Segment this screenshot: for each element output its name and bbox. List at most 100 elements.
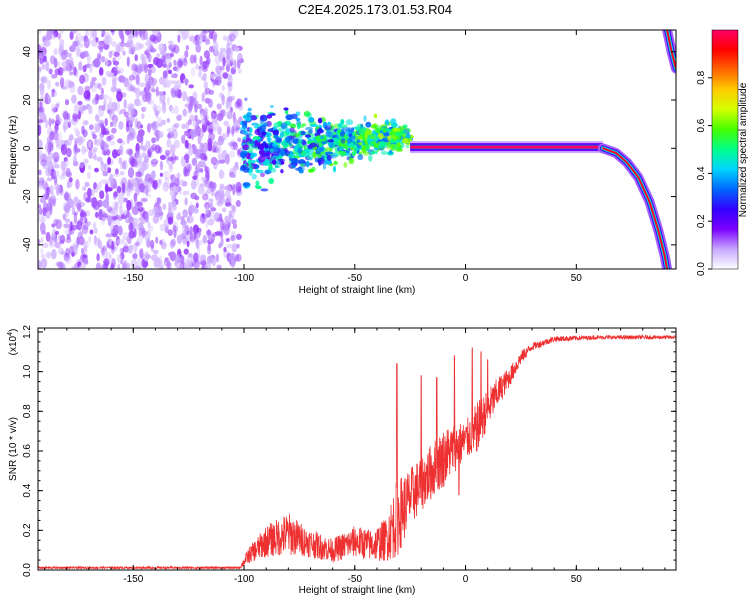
spectrogram-cell	[231, 125, 235, 135]
spectrogram-cell	[255, 114, 259, 118]
spectrogram-cell	[79, 162, 84, 169]
spectrogram-cell	[54, 242, 61, 249]
spectrogram-cell	[53, 170, 60, 178]
spectrogram-cell	[194, 195, 200, 201]
spectrogram-cell	[104, 35, 111, 45]
spectrogram-cell	[102, 104, 106, 111]
spectrogram-cell	[141, 227, 146, 239]
spectrogram-cell	[202, 214, 209, 220]
spectrogram-cell	[170, 107, 175, 114]
spectrogram-cell	[289, 123, 297, 129]
spectrogram-cell	[264, 143, 269, 149]
spectrogram-cell	[60, 234, 66, 244]
spectrogram-cell	[126, 84, 133, 92]
spectrogram-cell	[114, 201, 119, 212]
spectrogram-cell	[170, 160, 175, 166]
spectrogram-cell	[38, 106, 44, 113]
spectrogram-cell	[308, 162, 313, 166]
spectrogram-cell	[98, 45, 104, 53]
falloff-curve	[597, 143, 673, 269]
spectrogram-cell	[75, 32, 82, 44]
spectrogram-cell	[215, 231, 222, 236]
spectrogram-cell	[38, 212, 41, 224]
spectrogram-cell	[312, 151, 317, 159]
spectrogram-cell	[139, 145, 144, 150]
snr-panel: -150 -100 -50 0 50 0.0 0.2 0.4 0.6 0.8 1.0 1.2 Heig…	[7, 325, 677, 596]
spectrogram-cell	[147, 95, 152, 105]
spectrogram-cell	[328, 141, 334, 148]
spectrogram-cell	[92, 134, 97, 140]
spectrogram-cell	[155, 30, 160, 37]
spectrogram-cell	[247, 145, 254, 153]
spectrogram-cell	[69, 83, 76, 93]
spectrogram-cell	[63, 157, 68, 162]
spectrogram-cell	[290, 113, 298, 120]
spectrogram-cell	[53, 57, 58, 69]
spectrogram-cell	[357, 154, 364, 161]
spectrogram-cell	[77, 85, 84, 96]
spectrogram-cell	[271, 159, 277, 165]
spectrogram-cell	[157, 197, 161, 204]
spectrogram-cell	[115, 168, 119, 175]
spectrogram-cell	[193, 54, 197, 64]
spectrogram-cell	[260, 188, 269, 192]
spectrogram-cell	[183, 259, 191, 268]
spectrogram-cell	[98, 181, 102, 190]
spectrogram-cell	[127, 245, 133, 254]
spectrogram-cell	[383, 132, 390, 137]
spectrogram-cell	[267, 128, 274, 132]
spectrogram-cell	[392, 127, 401, 132]
spectrogram-cell	[219, 183, 225, 189]
spectrogram-cell	[345, 119, 354, 126]
spectrogram-cell	[100, 211, 107, 222]
spectrogram-cell	[123, 99, 127, 109]
spectrogram-cell	[198, 183, 205, 195]
spectrogram-cell	[245, 116, 252, 122]
spectrogram-cell	[201, 118, 205, 125]
spectrogram-cell	[125, 121, 130, 133]
spectrogram-cell	[94, 82, 101, 89]
spectrogram-cell	[82, 65, 87, 73]
spectrogram-cell	[198, 229, 202, 236]
spectrogram-cell	[159, 172, 163, 177]
spectrogram-cell	[152, 30, 157, 36]
spectrogram-cell	[235, 200, 240, 207]
spectrogram-cell	[112, 78, 117, 89]
spectrogram-cell	[211, 256, 216, 267]
spectrogram-cell	[182, 229, 188, 234]
spectrogram-cell	[220, 171, 226, 179]
spectrogram-cell	[159, 239, 163, 245]
spectrogram-cell	[164, 177, 170, 188]
spectrogram-cell	[176, 185, 181, 193]
spectrogram-cell	[201, 215, 207, 223]
spectrogram-cell	[187, 253, 193, 258]
spectrogram-cell	[223, 246, 227, 253]
spectrogram-cell	[236, 186, 242, 194]
spectrogram-cell	[232, 65, 239, 70]
spectrogram-cell	[277, 128, 282, 132]
spectrogram-cell	[119, 145, 124, 156]
spectrogram-cell	[225, 153, 230, 165]
spectrogram-cell	[173, 87, 180, 98]
spectrogram-cell	[146, 83, 151, 91]
spectrogram-cell	[215, 189, 222, 198]
spectrogram-cell	[105, 233, 113, 238]
spectrogram-cell	[114, 70, 121, 75]
spectrogram-cell	[318, 146, 325, 152]
spectrogram-cell	[392, 134, 398, 142]
spectrogram-cell	[107, 96, 113, 103]
spectrogram-cell	[135, 74, 140, 86]
x-tick-label: 50	[571, 273, 583, 284]
spectrogram-cell	[137, 63, 143, 73]
spectrogram-cell	[208, 30, 215, 35]
spectrogram-cell	[76, 202, 82, 211]
spectrogram-cell	[97, 44, 105, 50]
spectrogram-cell	[161, 104, 167, 114]
spectrogram-cell	[345, 131, 349, 137]
spectrogram-cell	[222, 56, 226, 67]
spectrogram-cell	[76, 47, 81, 58]
spectrogram-cell	[41, 64, 46, 70]
spectrogram-cell	[159, 160, 164, 171]
spectrogram-cell	[337, 123, 342, 128]
spectrogram-cell	[130, 46, 135, 55]
